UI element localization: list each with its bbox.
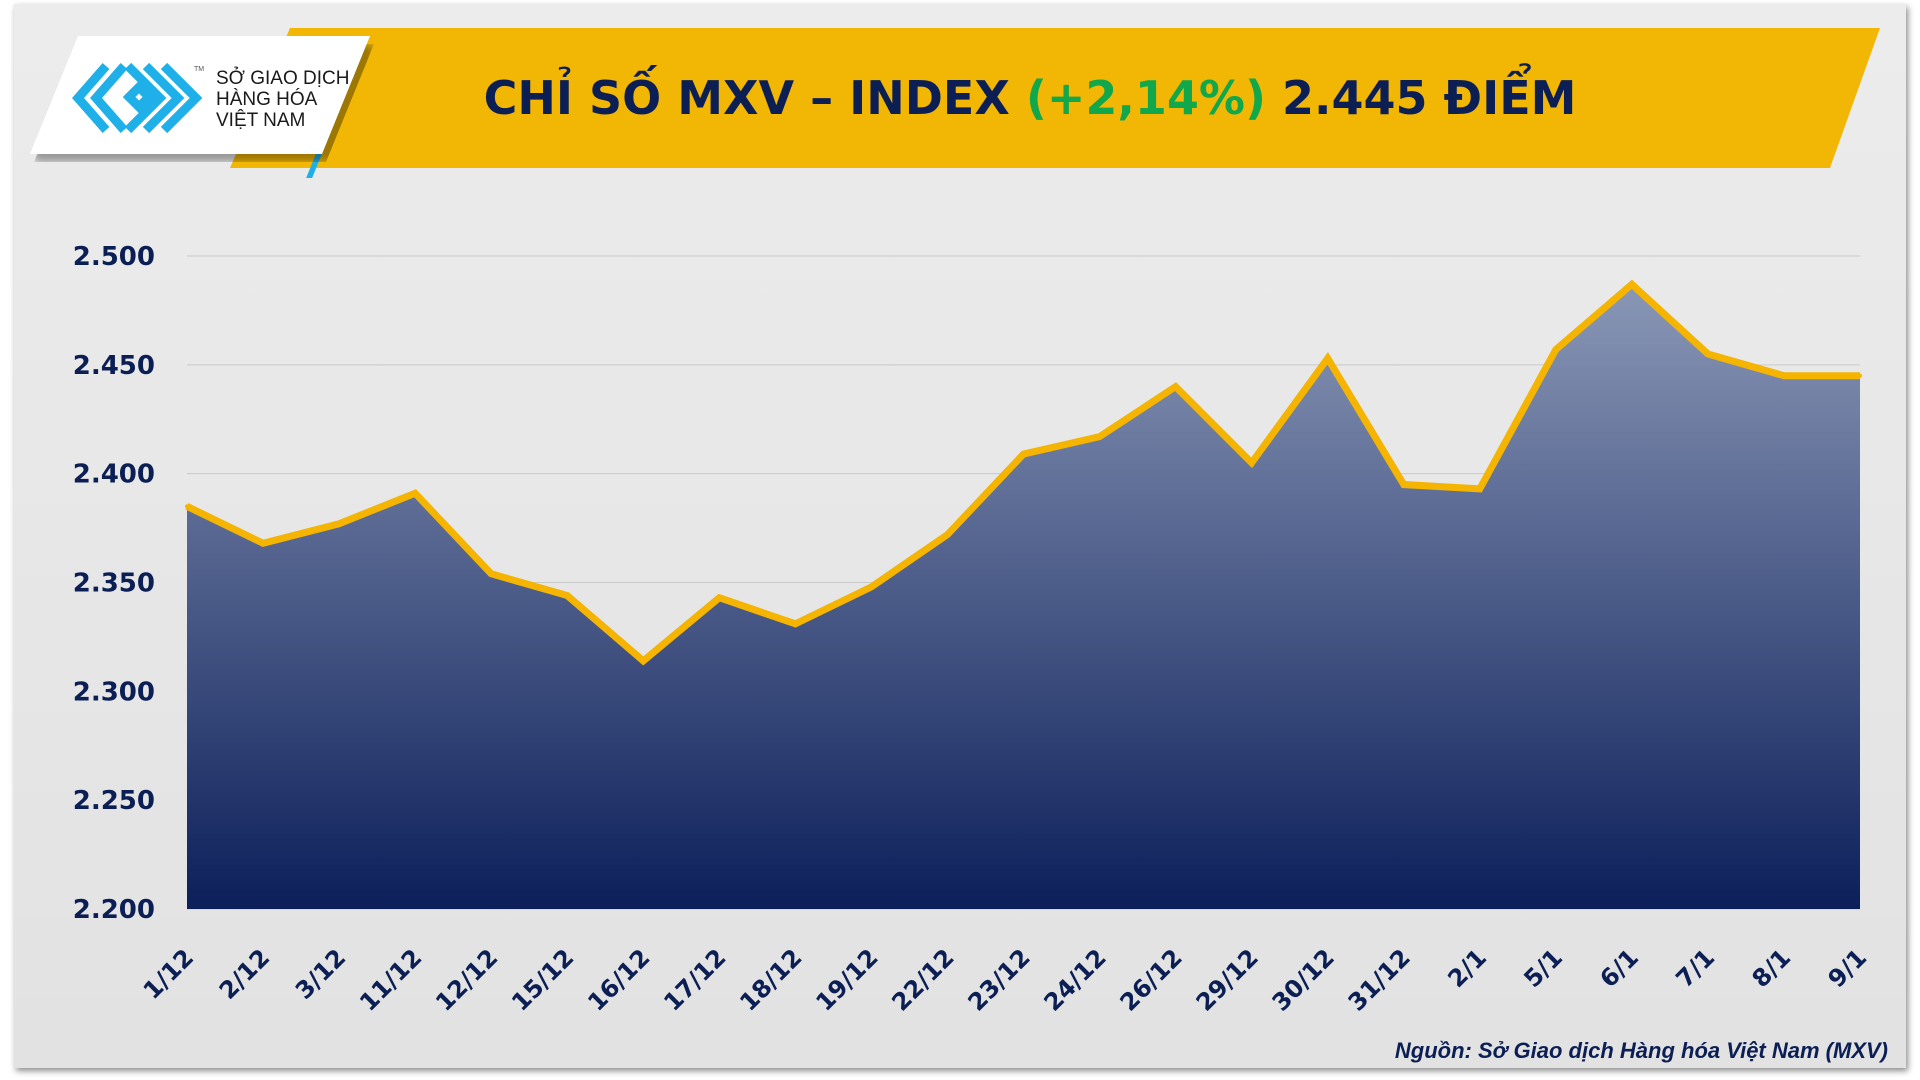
logo-text: SỞ GIAO DỊCH HÀNG HÓA VIỆT NAM [216,68,349,131]
data-point [1249,460,1254,465]
data-point [1325,356,1330,361]
logo-line: SỞ GIAO DỊCH [216,68,350,89]
x-tick-label: 15/12 [506,943,579,1016]
y-tick-label: 2.250 [73,786,155,816]
x-tick-label: 8/1 [1747,943,1797,993]
x-tick-label: 3/12 [290,943,351,1004]
source-note: Nguồn: Sở Giao dịch Hàng hóa Việt Nam (M… [1394,1038,1888,1063]
y-tick-label: 2.350 [73,569,155,599]
data-point [869,584,874,589]
x-tick-label: 6/1 [1594,943,1644,993]
logo-tm: TM [194,66,205,73]
data-point [489,571,494,576]
x-tick-label: 1/12 [138,943,199,1004]
x-tick-label: 17/12 [658,943,731,1016]
x-tick-label: 2/1 [1442,943,1492,993]
data-point [1553,347,1558,352]
data-point [793,621,798,626]
logo-card: TM [30,36,370,154]
y-tick-label: 2.300 [73,677,155,707]
x-tick-label: 9/1 [1823,943,1873,993]
data-point [717,595,722,600]
data-point [1173,384,1178,389]
x-tick-label: 18/12 [734,943,807,1016]
data-point [1705,351,1710,356]
data-point [945,532,950,537]
data-point [641,658,646,663]
x-tick-label: 7/1 [1671,943,1721,993]
data-point [413,491,418,496]
data-point [1781,373,1786,378]
data-point [1629,282,1634,287]
x-tick-label: 19/12 [810,943,883,1016]
y-tick-label: 2.500 [73,242,155,272]
x-tick-label: 22/12 [886,943,959,1016]
mxv-logo-icon [66,36,216,154]
chart-title: CHỈ SỐ MXV – INDEX (+2,14%) 2.445 ĐIỂM [330,28,1730,168]
data-point [1401,482,1406,487]
x-tick-label: 11/12 [354,943,427,1016]
logo-line: VIỆT NAM [216,110,306,131]
x-tick-label: 29/12 [1191,943,1264,1016]
logo-line: HÀNG HÓA [216,89,318,110]
data-point [565,593,570,598]
y-tick-label: 2.200 [73,895,155,925]
x-tick-label: 2/12 [214,943,275,1004]
data-point [337,521,342,526]
data-point [261,541,266,546]
data-point [1097,434,1102,439]
data-point [185,504,189,509]
y-tick-label: 2.450 [73,351,155,381]
title-change: (+2,14%) [1025,71,1266,125]
x-tick-label: 12/12 [430,943,503,1016]
title-banner [230,28,1880,168]
data-point [1021,452,1026,457]
x-tick-label: 26/12 [1115,943,1188,1016]
title-value: 2.445 ĐIỂM [1266,71,1577,125]
x-tick-label: 30/12 [1267,943,1340,1016]
data-point [1858,373,1862,378]
x-tick-label: 31/12 [1343,943,1416,1016]
data-point [1477,486,1482,491]
x-tick-label: 5/1 [1518,943,1568,993]
y-tick-label: 2.400 [73,460,155,490]
area-fill [187,284,1860,910]
title-prefix: CHỈ SỐ MXV – INDEX [483,71,1026,125]
x-tick-label: 16/12 [582,943,655,1016]
x-tick-label: 23/12 [963,943,1036,1016]
x-tick-label: 24/12 [1039,943,1112,1016]
